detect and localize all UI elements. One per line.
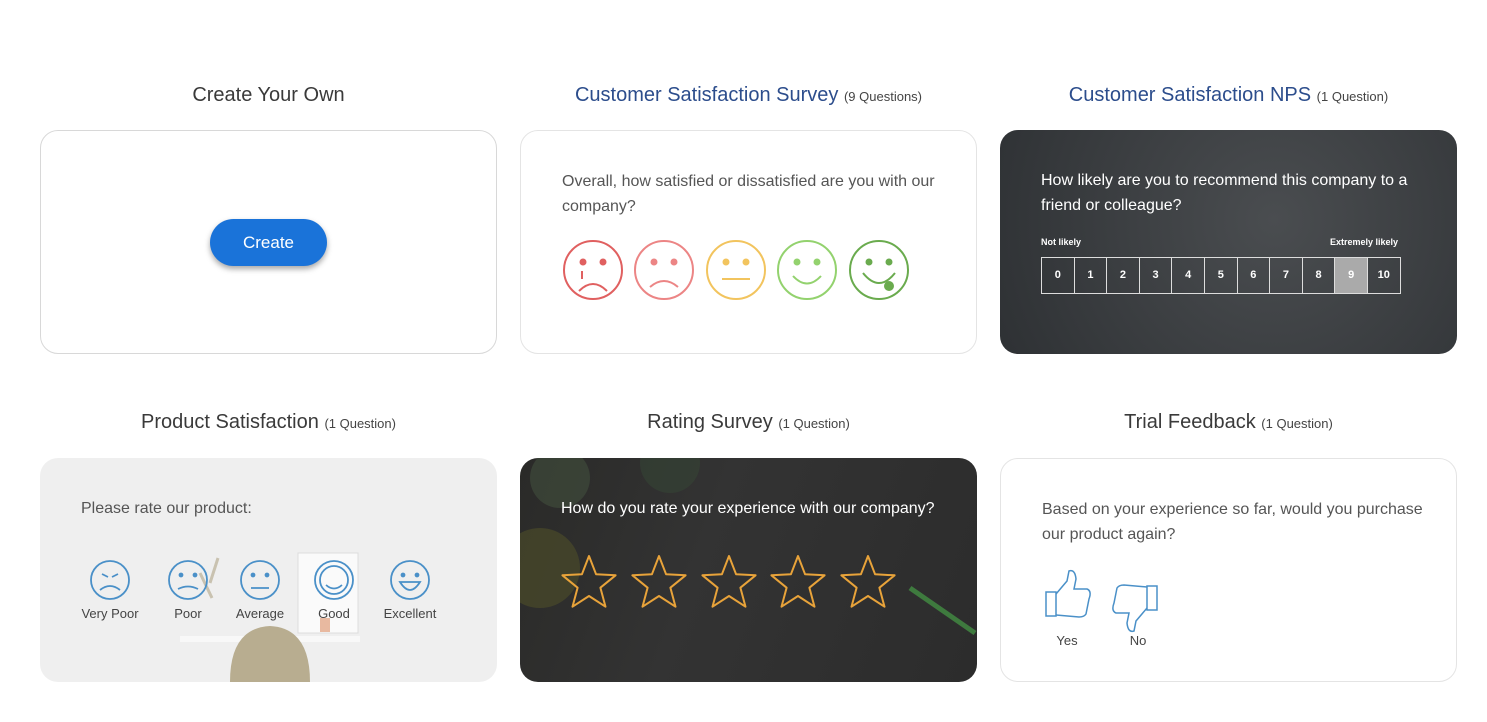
option-label: No — [1129, 633, 1147, 648]
card-title[interactable]: Customer Satisfaction NPS (1 Question) — [1000, 84, 1457, 107]
star — [840, 555, 896, 608]
question: How do you rate your experience with our… — [561, 500, 935, 517]
question-count: (1 Question) — [324, 416, 396, 431]
nps-scale: 0 1 2 3 4 5 6 7 8 9 10 — [1041, 257, 1401, 294]
star — [701, 555, 757, 608]
card-title[interactable]: Customer Satisfaction Survey (9 Question… — [520, 84, 977, 107]
card-title[interactable]: Rating Survey (1 Question) — [520, 411, 977, 434]
flower-background — [520, 458, 977, 636]
option-label: Excellent — [383, 606, 437, 621]
question-count: (1 Question) — [1316, 89, 1389, 104]
card-title[interactable]: Trial Feedback (1 Question) — [1000, 411, 1457, 434]
question: How likely are you to recommend this com… — [1041, 172, 1408, 214]
scale-option[interactable]: 0 — [1042, 258, 1075, 293]
question: Based on your experience so far, would y… — [1042, 501, 1423, 543]
option-label: Average — [235, 606, 285, 621]
scale-option[interactable]: 8 — [1303, 258, 1336, 293]
star — [631, 555, 687, 608]
face-icons — [563, 240, 909, 300]
face-icons — [90, 560, 430, 600]
star — [561, 555, 617, 608]
scale-option[interactable]: 6 — [1238, 258, 1271, 293]
template-card[interactable]: Based on your experience so far, would y… — [1000, 458, 1457, 682]
scale-option[interactable]: 4 — [1172, 258, 1205, 293]
option-label: Good — [318, 606, 350, 621]
title-text: Product Satisfaction — [141, 411, 319, 433]
scale-option[interactable]: 1 — [1075, 258, 1108, 293]
thumb-icons — [1045, 569, 1158, 633]
star-icons — [561, 555, 896, 608]
create-button[interactable]: Create — [210, 219, 327, 266]
title-text: Trial Feedback — [1124, 411, 1256, 433]
card-title[interactable]: Create Your Own — [40, 84, 497, 107]
scale-option[interactable]: 10 — [1377, 269, 1390, 281]
create-card: Create — [40, 130, 497, 354]
card-title[interactable]: Product Satisfaction (1 Question) — [40, 411, 497, 434]
question-count: (1 Question) — [778, 416, 850, 431]
option-label: Yes — [1056, 633, 1078, 648]
scale-option[interactable]: 3 — [1140, 258, 1173, 293]
scale-option[interactable]: 2 — [1107, 258, 1140, 293]
scale-option[interactable]: 9 — [1335, 258, 1368, 293]
title-text: Customer Satisfaction NPS — [1068, 84, 1312, 106]
question-count: (9 Questions) — [843, 89, 923, 104]
scale-label: Not likely — [1041, 237, 1082, 247]
title-text: Customer Satisfaction Survey — [574, 84, 839, 106]
question-count: (1 Question) — [1261, 416, 1333, 431]
scale-label: Extremely likely — [1330, 237, 1399, 247]
option-label: Poor — [174, 606, 202, 621]
template-card[interactable]: Overall, how satisfied or dissatisfied a… — [520, 130, 977, 354]
option-label: Very Poor — [81, 606, 139, 621]
template-card[interactable]: How do you rate your experience with our… — [520, 458, 977, 682]
scale-option[interactable]: 5 — [1205, 258, 1238, 293]
question: Please rate our product: — [81, 500, 252, 517]
star — [770, 555, 826, 608]
template-card[interactable]: Please rate our product: Very Poor Poor Av… — [40, 458, 497, 682]
title-text: Create Your Own — [192, 84, 345, 106]
scale-option[interactable]: 7 — [1270, 258, 1303, 293]
question: Overall, how satisfied or dissatisfied a… — [562, 173, 935, 215]
title-text: Rating Survey — [647, 411, 773, 433]
template-card[interactable]: How likely are you to recommend this com… — [1000, 130, 1457, 354]
